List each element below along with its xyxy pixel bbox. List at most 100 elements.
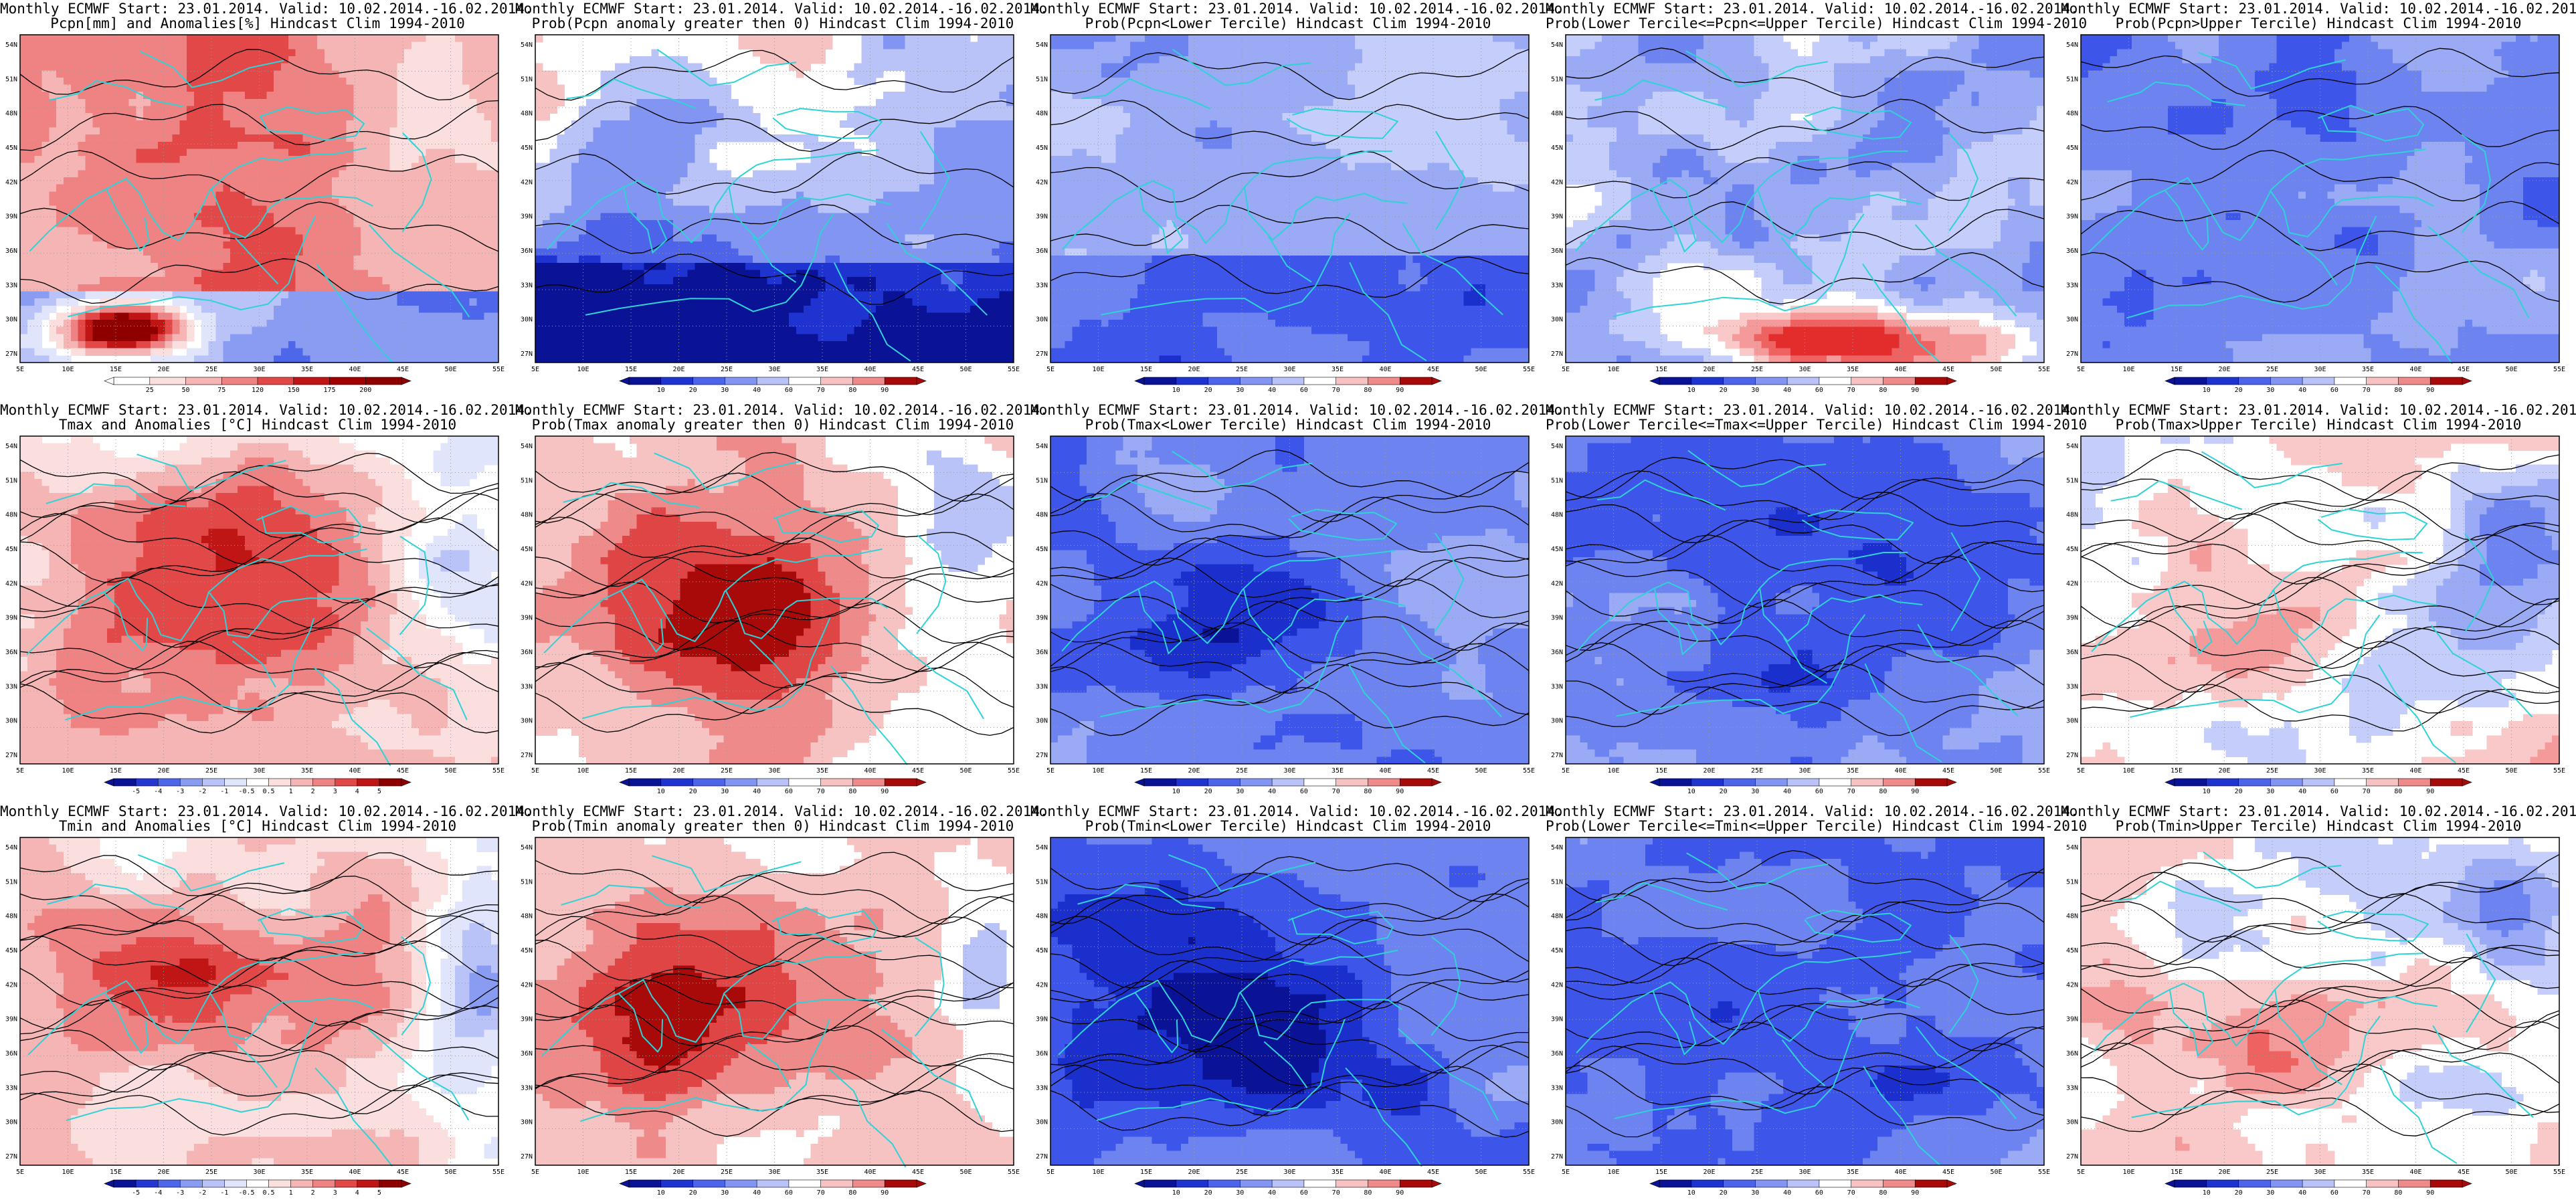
legend-swatch — [201, 778, 225, 787]
lon-tick-label: 10E — [2122, 1169, 2134, 1176]
legend-swatch — [724, 778, 757, 787]
legend-swatch — [1271, 778, 1305, 787]
legend-label: 10 — [2203, 387, 2211, 394]
lat-tick-label: 48N — [521, 913, 533, 920]
legend-label: -5 — [132, 788, 140, 795]
legend-label: 90 — [2426, 387, 2434, 394]
lon-tick-label: 40E — [1894, 767, 1906, 775]
legend-label: 10 — [1687, 387, 1695, 394]
legend-swatch — [1723, 1179, 1756, 1188]
lon-tick-label: 15E — [1655, 366, 1667, 373]
legend-arrow-right — [1946, 1179, 1957, 1188]
lat-tick-label: 27N — [5, 350, 17, 358]
lat-tick-label: 45N — [5, 546, 17, 553]
legend-swatch — [1659, 778, 1692, 787]
legend-label: 40 — [1268, 387, 1276, 394]
legend-arrow-right — [1431, 377, 1442, 385]
map-frame — [1050, 837, 1530, 1166]
lat-tick-label: 48N — [1036, 110, 1048, 118]
coastlines — [1576, 852, 2017, 1165]
coastlines — [1058, 854, 1499, 1167]
legend-label: 60 — [785, 1189, 793, 1197]
map-frame — [2080, 435, 2560, 765]
lon-tick-label: 20E — [1188, 767, 1200, 775]
color-legend: 10 20 30 40 60 70 80 90 — [619, 1179, 927, 1197]
lat-tick-label: 54N — [1036, 443, 1048, 450]
legend-arrow-right — [2462, 778, 2472, 787]
legend-swatch — [224, 1179, 248, 1188]
legend-swatch — [852, 377, 885, 385]
lat-tick-label: 30N — [2066, 316, 2078, 324]
legend-label: 90 — [881, 387, 889, 394]
lon-tick-label: 5E — [531, 1169, 539, 1176]
lat-tick-label: 48N — [1551, 110, 1563, 118]
legend-label: 80 — [848, 387, 856, 394]
lon-tick-label: 15E — [2171, 366, 2183, 373]
lon-tick-label: 25E — [1751, 767, 1763, 775]
legend-swatch — [113, 377, 151, 385]
legend-label: 90 — [881, 788, 889, 795]
lon-tick-label: 35E — [1847, 1169, 1859, 1176]
lon-tick-label: 30E — [1283, 1169, 1295, 1176]
lon-tick-label: 55E — [2038, 1169, 2050, 1176]
legend-swatch — [1691, 778, 1724, 787]
lon-tick-label: 15E — [2171, 767, 2183, 775]
legend-swatch — [179, 778, 203, 787]
lon-tick-label: 35E — [816, 1169, 828, 1176]
legend-label: 4 — [355, 1189, 359, 1197]
lon-tick-label: 15E — [110, 366, 122, 373]
lat-tick-label: 45N — [521, 144, 533, 152]
lon-tick-label: 15E — [625, 1169, 637, 1176]
lat-tick-label: 48N — [5, 110, 17, 118]
legend-label: 80 — [2394, 1189, 2402, 1197]
legend-label: 20 — [1204, 1189, 1212, 1197]
legend-swatch — [1239, 778, 1273, 787]
lat-tick-label: 30N — [1551, 316, 1563, 324]
lon-tick-label: 50E — [1990, 366, 2002, 373]
legend-label: 30 — [721, 387, 729, 394]
forecast-map-panel: Monthly ECMWF Start: 23.01.2014. Valid: … — [1546, 803, 2087, 1204]
lat-tick-label: 27N — [521, 752, 533, 759]
legend-swatch — [1819, 1179, 1852, 1188]
lat-tick-label: 42N — [5, 580, 17, 587]
lat-tick-label: 39N — [5, 615, 17, 622]
legend-label: 30 — [1236, 387, 1244, 394]
lat-tick-label: 51N — [1551, 76, 1563, 83]
legend-label: -0.5 — [238, 788, 254, 795]
lat-tick-label: 39N — [2066, 213, 2078, 221]
legend-swatch — [1914, 778, 1948, 787]
coastlines — [2088, 52, 2530, 365]
legend-swatch — [1239, 377, 1273, 385]
lat-tick-label: 48N — [521, 512, 533, 519]
lon-tick-label: 40E — [864, 767, 876, 775]
legend-swatch — [1336, 377, 1369, 385]
legend-swatch — [179, 1179, 203, 1188]
lon-tick-label: 20E — [1188, 366, 1200, 373]
shaded-field — [20, 35, 499, 363]
legend-swatch — [756, 1179, 790, 1188]
legend-label: 70 — [2363, 788, 2371, 795]
lon-tick-label: 35E — [2362, 1169, 2374, 1176]
legend-swatch — [2302, 778, 2335, 787]
lat-tick-label: 36N — [5, 649, 17, 656]
legend-swatch — [312, 778, 336, 787]
lon-tick-label: 55E — [2553, 767, 2565, 775]
legend-swatch — [2334, 1179, 2367, 1188]
legend-label: 200 — [359, 387, 371, 394]
forecast-map-panel: Monthly ECMWF Start: 23.01.2014. Valid: … — [2061, 803, 2576, 1204]
lon-tick-label: 20E — [157, 767, 169, 775]
legend-swatch — [1368, 377, 1400, 385]
legend-label: 30 — [1236, 788, 1244, 795]
legend-swatch — [2174, 1179, 2207, 1188]
lat-tick-label: 33N — [1551, 1084, 1563, 1092]
panel-subtitle: Prob(Lower Tercile<=Tmax<=Upper Tercile)… — [1546, 417, 2087, 432]
legend-label: 70 — [2363, 1189, 2371, 1197]
lat-tick-label: 42N — [5, 179, 17, 186]
lat-tick-label: 51N — [1036, 76, 1048, 83]
legend-swatch — [201, 1179, 225, 1188]
legend-swatch — [2206, 1179, 2239, 1188]
contour-lines — [1050, 449, 1530, 736]
legend-arrow-left — [104, 377, 114, 385]
lon-tick-label: 30E — [768, 366, 780, 373]
coastlines — [2091, 451, 2533, 764]
